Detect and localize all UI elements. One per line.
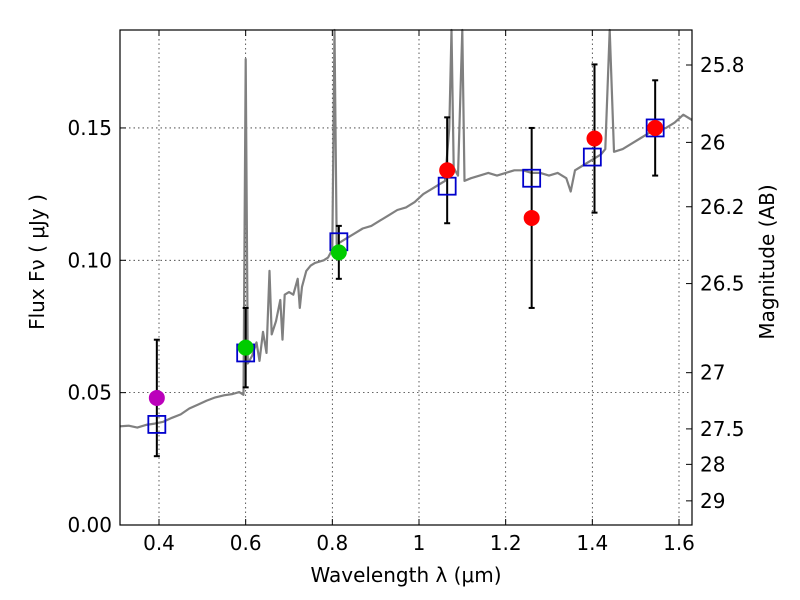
model-point <box>582 147 602 167</box>
x-tick-label: 1.2 <box>490 531 522 555</box>
mag-tick-label: 26.2 <box>700 195 745 219</box>
mag-tick-label: 25.8 <box>700 53 745 77</box>
observed-point <box>237 339 254 356</box>
x-tick-label: 0.6 <box>230 531 262 555</box>
observed-point <box>148 389 165 406</box>
x-tick-label: 0.8 <box>316 531 348 555</box>
observed-point <box>330 244 347 261</box>
model-point <box>522 168 542 188</box>
spectrum <box>119 28 693 429</box>
observed-point <box>647 119 664 136</box>
observed-point <box>439 162 456 179</box>
axis-ticks: 0.4 0.6 0.8 1 1.2 1.4 1.6 0.00 0.05 0.10 0.15 25.8 2… <box>67 30 745 555</box>
observed-point <box>586 130 603 147</box>
y-tick-label: 0.15 <box>67 116 112 140</box>
plot-frame <box>119 29 693 526</box>
spectrum-line <box>119 28 693 429</box>
mag-tick-label: 27.5 <box>700 417 745 441</box>
observed-photometry <box>148 119 664 406</box>
x-tick-label: 0.4 <box>143 531 175 555</box>
mag-tick-label: 27 <box>700 361 725 385</box>
grid <box>120 30 692 525</box>
observed-point <box>523 209 540 226</box>
x-tick-label: 1.6 <box>663 531 695 555</box>
y-tick-label: 0.00 <box>67 513 112 537</box>
right-axis-title: Magnitude (AB) <box>755 184 779 339</box>
model-photometry <box>147 118 665 434</box>
y-tick-label: 0.10 <box>67 248 112 272</box>
mag-tick-label: 29 <box>700 489 725 513</box>
model-point <box>645 118 665 138</box>
model-point <box>147 415 167 434</box>
y-tick-label: 0.05 <box>67 381 112 405</box>
x-tick-label: 1 <box>413 531 426 555</box>
mag-tick-label: 26.5 <box>700 272 745 296</box>
x-tick-label: 1.4 <box>576 531 608 555</box>
mag-tick-label: 26 <box>700 130 725 154</box>
y-axis-title: Flux Fν ( μJy ) <box>25 194 49 330</box>
mag-tick-label: 28 <box>700 452 725 476</box>
x-axis-title: Wavelength λ (μm) <box>310 563 501 587</box>
